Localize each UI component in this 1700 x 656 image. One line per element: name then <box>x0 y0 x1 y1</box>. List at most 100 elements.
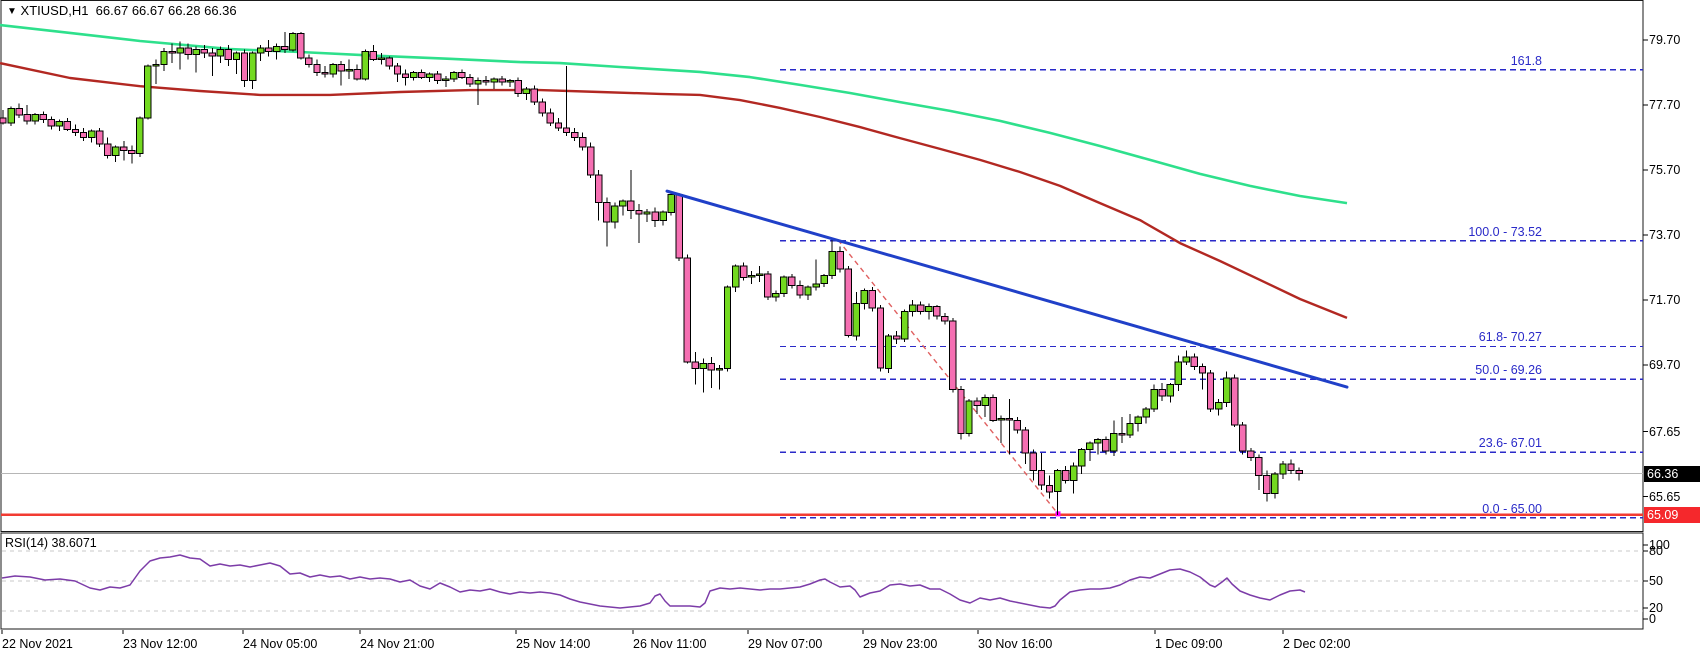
bull-candle <box>232 52 241 60</box>
bear-candle <box>933 306 941 317</box>
price-axis-label: 71.70 <box>1649 293 1681 307</box>
fib-label: 161.8 <box>1510 53 1542 68</box>
price-axis-label: 73.70 <box>1649 228 1681 242</box>
bull-candle <box>756 273 764 277</box>
dashed-trendline <box>837 239 1059 515</box>
bear-candle <box>1295 470 1303 475</box>
bear-candle <box>297 33 305 59</box>
bear-candle <box>104 143 112 156</box>
rsi-scale-label: 100 <box>1649 538 1670 552</box>
price-axis-label: 77.70 <box>1649 98 1681 112</box>
bear-candle <box>949 320 957 390</box>
bull-candle <box>1126 423 1134 436</box>
bear-candle <box>892 335 901 340</box>
bear-candle <box>635 210 643 215</box>
bear-candle <box>578 137 587 148</box>
dropdown-triangle-icon[interactable]: ▼ <box>7 6 17 17</box>
bear-candle <box>683 257 691 363</box>
bear-candle <box>570 132 579 139</box>
bear-candle <box>23 114 31 122</box>
time-axis-label: 1 Dec 09:00 <box>1155 637 1223 651</box>
bull-candle <box>981 397 989 407</box>
bear-candle <box>651 211 659 221</box>
bull-candle <box>715 367 724 371</box>
bear-candle <box>957 388 965 434</box>
bull-candle <box>160 50 168 65</box>
bull-candle <box>361 50 370 80</box>
bull-candle <box>289 33 297 51</box>
rsi-scale-label: 50 <box>1649 574 1663 588</box>
rsi-indicator-label: RSI(14) 38.6071 <box>5 536 97 550</box>
bear-candle <box>1037 470 1046 486</box>
bull-candle <box>852 302 860 337</box>
bear-candle <box>305 57 313 65</box>
price-axis-label: 65.65 <box>1649 489 1681 504</box>
bull-candle <box>1166 384 1174 397</box>
bull-candle <box>643 211 651 215</box>
bull-candle <box>442 78 450 82</box>
bull-candle <box>522 88 530 95</box>
price-axis-label: 79.70 <box>1649 33 1681 47</box>
bull-candle <box>216 49 225 57</box>
bull-candle <box>699 362 707 369</box>
bull-candle <box>667 193 675 213</box>
time-axis-label: 30 Nov 16:00 <box>978 637 1053 651</box>
bull-candle <box>490 78 498 83</box>
bull-candle <box>1150 388 1158 410</box>
bear-candle <box>1005 418 1013 421</box>
bear-candle <box>385 57 394 67</box>
bull-candle <box>136 117 144 155</box>
bear-candle <box>739 265 748 278</box>
bull-candle <box>748 275 756 278</box>
rsi-scale-label: 80 <box>1649 544 1663 558</box>
bull-candle <box>152 63 160 67</box>
bear-candle <box>1206 372 1215 410</box>
bull-candle <box>1053 470 1062 493</box>
bull-candle <box>723 286 732 369</box>
bear-candle <box>1102 439 1110 452</box>
bear-candle <box>208 52 217 57</box>
bull-candle <box>377 57 386 61</box>
bear-candle <box>1287 463 1295 472</box>
bull-candle <box>273 46 281 52</box>
bear-candle <box>120 146 128 151</box>
bull-candle <box>55 120 64 127</box>
bear-candle <box>1198 366 1207 374</box>
bear-candle <box>458 72 466 78</box>
bear-candle <box>47 119 55 127</box>
bull-candle <box>1279 463 1287 475</box>
descending-trendline <box>665 189 1349 389</box>
bear-candle <box>1239 424 1247 452</box>
bull-candle <box>884 335 893 369</box>
bear-candle <box>1263 475 1271 494</box>
bear-candle <box>401 73 410 78</box>
bull-candle <box>450 72 458 80</box>
bear-candle <box>530 88 538 103</box>
bull-candle <box>87 130 96 138</box>
bear-candle <box>95 130 104 145</box>
bull-candle <box>506 80 514 83</box>
bull-candle <box>1142 408 1150 418</box>
bear-candle <box>39 114 47 121</box>
bear-candle <box>369 50 378 61</box>
bear-candle <box>15 107 23 116</box>
bull-candle <box>192 49 200 56</box>
bull-candle <box>1182 356 1191 363</box>
bull-candle <box>1086 442 1094 450</box>
ohlc-readout: 66.67 66.67 66.28 66.36 <box>95 3 237 18</box>
bear-candle <box>595 174 603 203</box>
bear-candle <box>989 397 997 421</box>
bear-candle <box>941 315 949 322</box>
time-axis-label: 29 Nov 23:00 <box>863 637 938 651</box>
bull-candle <box>248 52 257 82</box>
bear-candle <box>200 49 209 54</box>
fib-label: 61.8- 70.27 <box>1478 330 1542 345</box>
bear-candle <box>691 361 699 369</box>
bear-candle <box>788 276 796 286</box>
bear-candle <box>353 68 361 80</box>
bear-candle <box>281 46 289 51</box>
bear-candle <box>265 47 273 52</box>
bull-candle <box>474 80 482 85</box>
